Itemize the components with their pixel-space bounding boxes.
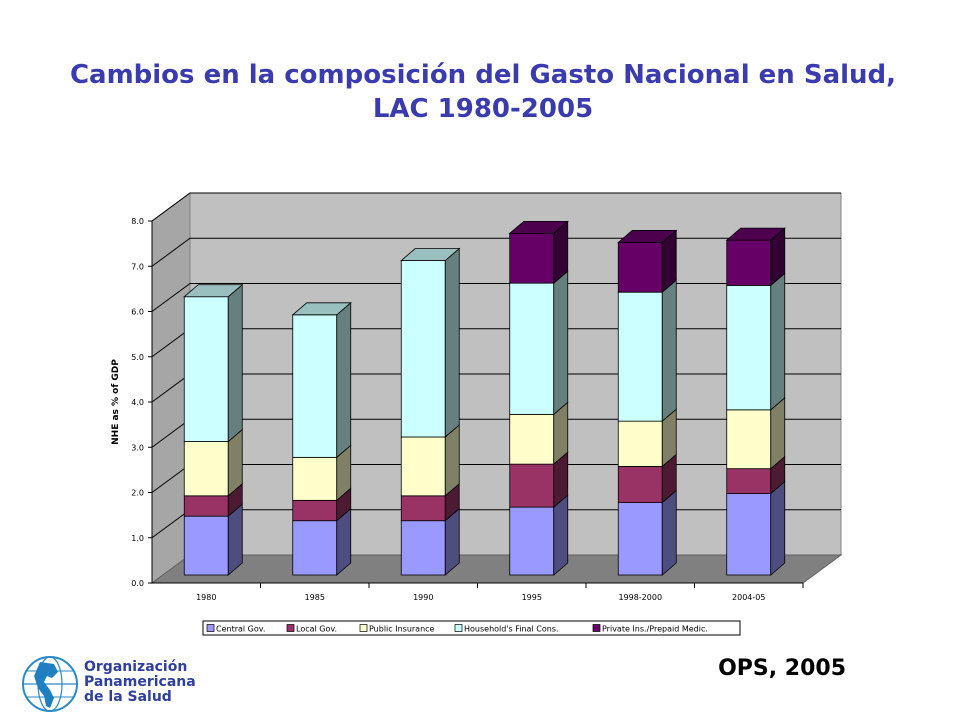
bar-segment — [183, 515, 229, 576]
y-tick-label: 7.0 — [131, 262, 144, 271]
legend-swatch — [592, 624, 601, 632]
bar-segment — [400, 520, 446, 576]
bar-segment — [726, 239, 772, 286]
bar-segment — [617, 502, 663, 576]
bar-segment — [292, 456, 338, 501]
y-tick-label: 0.0 — [131, 579, 144, 588]
y-tick-label: 5.0 — [131, 353, 144, 362]
organization-name: Organización Panamericana de la Salud — [84, 660, 196, 705]
source-credit: OPS, 2005 — [718, 656, 846, 681]
legend-swatch — [206, 624, 215, 632]
chart-legend: Central Gov. Local Gov. Public Insurance Ho… — [202, 620, 741, 636]
bar-segment-top — [400, 248, 461, 261]
bar-segment — [617, 291, 663, 422]
bar-segment — [292, 499, 338, 522]
bar-segment — [509, 232, 555, 284]
bar-segment-side — [661, 279, 677, 423]
bar-segment — [617, 465, 663, 503]
y-axis-title: NHE as % of GDP — [111, 359, 121, 445]
bar-segment-side — [553, 494, 569, 576]
bar-segment-side — [770, 480, 786, 576]
bar-segment-side — [336, 301, 352, 459]
legend-label: Central Gov. — [216, 625, 265, 634]
org-line: Organización — [84, 659, 188, 675]
bar-segment — [183, 296, 229, 442]
legend-label: Public Insurance — [369, 625, 435, 634]
bar-segment — [726, 468, 772, 494]
bar-segment — [617, 420, 663, 467]
legend-label: Local Gov. — [296, 625, 337, 634]
bar-segment — [726, 284, 772, 411]
chart-bars — [183, 220, 786, 576]
bar-segment — [400, 495, 446, 522]
bar-segment — [292, 314, 338, 458]
bar-segment — [183, 495, 229, 517]
bar-segment — [509, 463, 555, 508]
gridline — [151, 192, 841, 222]
bar-segment — [509, 506, 555, 576]
bar-segment-side — [661, 489, 677, 576]
x-tick-label: 1995 — [522, 593, 542, 602]
y-tick-label: 1.0 — [131, 534, 144, 543]
bar-segment — [400, 260, 446, 438]
legend-label: Private Ins./Prepaid Medic. — [602, 625, 708, 634]
bar-segment — [617, 242, 663, 293]
bar-segment — [292, 520, 338, 576]
globe-logo-icon — [22, 656, 78, 712]
bar-segment — [400, 436, 446, 497]
x-tick-label: 1985 — [305, 593, 325, 602]
bar-segment-top — [291, 302, 352, 316]
bar-segment — [509, 413, 555, 465]
org-line: de la Salud — [84, 689, 172, 705]
x-tick-label: 2004-05 — [732, 593, 765, 602]
y-tick-label: 8.0 — [131, 217, 144, 226]
x-tick-label: 1990 — [413, 593, 433, 602]
x-tick-label: 1998-2000 — [618, 593, 662, 602]
bar-segment-side — [553, 270, 569, 416]
legend-swatch — [454, 624, 463, 632]
org-line: Panamericana — [84, 674, 196, 690]
bar-segment-top — [183, 284, 244, 298]
x-tick-label: 1980 — [196, 593, 216, 602]
y-tick-label: 3.0 — [131, 443, 144, 452]
bar-segment — [726, 409, 772, 470]
bar-segment-side — [444, 247, 460, 438]
bar-segment-top — [725, 227, 786, 241]
bar-segment-side — [227, 283, 243, 443]
bar-segment-side — [770, 272, 786, 411]
bar-segment-top — [508, 220, 569, 234]
legend-box — [202, 620, 741, 636]
bar-segment — [183, 441, 229, 497]
chart-axes: 0.0 1.0 2.0 3.0 4.0 5.0 6.0 7.0 8.0 NHE as % of G… — [111, 217, 804, 602]
y-tick-label: 6.0 — [131, 308, 144, 317]
legend-swatch — [359, 624, 368, 632]
bar-segment — [726, 493, 772, 576]
bar-segment — [509, 282, 555, 415]
y-tick-label: 4.0 — [131, 398, 144, 407]
page-title: Cambios en la composición del Gasto Naci… — [69, 60, 897, 124]
y-tick-label: 2.0 — [131, 489, 144, 498]
legend-swatch — [286, 624, 295, 632]
legend-label: Household's Final Cons. — [464, 625, 559, 634]
bar-segment-top — [617, 230, 678, 243]
